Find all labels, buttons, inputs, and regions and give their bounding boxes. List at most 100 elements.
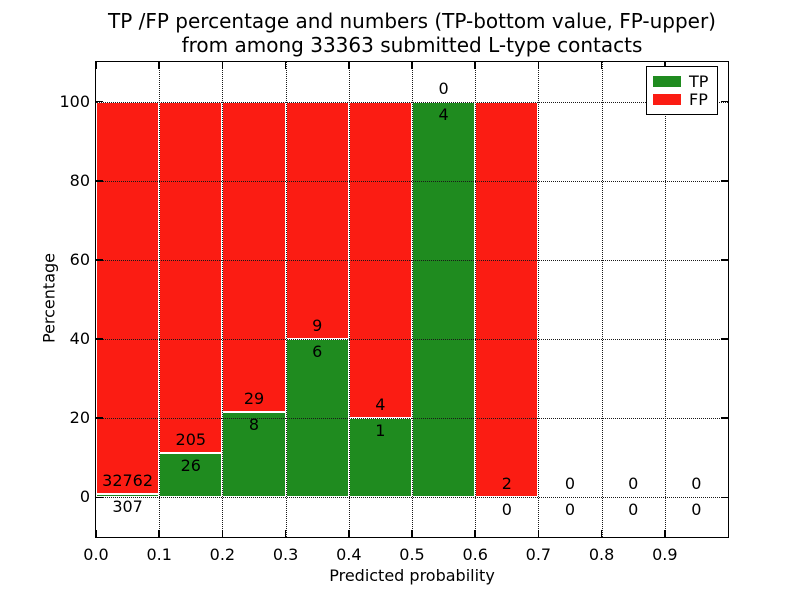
- tp-color-swatch: [653, 76, 681, 87]
- tick-mark: [721, 179, 728, 182]
- tick-mark: [96, 100, 103, 103]
- tick-mark: [721, 417, 728, 420]
- bar-count-label-tp: 0: [564, 500, 576, 520]
- x-tick-label: 0.9: [652, 545, 678, 564]
- bar-count-label-tp: 1: [375, 421, 386, 441]
- bar-segment-tp: [222, 411, 286, 498]
- tick-mark: [664, 530, 666, 537]
- bar-segment-fp: [96, 101, 160, 494]
- x-tick-label: 0.8: [588, 545, 615, 564]
- legend-label-tp: TP: [689, 72, 709, 91]
- tick-mark: [96, 417, 103, 420]
- bar-count-label-tp: 0: [628, 500, 639, 520]
- tick-mark: [721, 338, 728, 340]
- tick-mark: [158, 62, 160, 69]
- y-tick-label: 0: [79, 487, 90, 507]
- fp-color-swatch: [653, 94, 681, 105]
- x-tick-label: 0.7: [525, 545, 552, 564]
- bar-count-label-tp: 8: [248, 414, 260, 434]
- gridline: [475, 62, 477, 537]
- tick-mark: [284, 530, 287, 537]
- y-tick-label: 40: [69, 329, 90, 349]
- tick-mark: [537, 62, 540, 69]
- x-tick-label: 0.4: [336, 545, 362, 564]
- tick-mark: [348, 530, 350, 537]
- bar-count-label-fp: 205: [175, 429, 207, 449]
- gridline: [538, 62, 540, 537]
- tick-mark: [411, 62, 413, 69]
- tick-mark: [721, 100, 728, 103]
- gridline: [601, 62, 603, 537]
- bar-count-label-fp: 0: [691, 474, 702, 494]
- tick-mark: [221, 530, 224, 537]
- x-tick-label: 0.1: [146, 545, 172, 564]
- legend-label-fp: FP: [689, 90, 708, 109]
- bar-count-label-fp: 32762: [102, 470, 154, 490]
- bar-count-label-tp: 4: [438, 104, 449, 124]
- tick-mark: [537, 530, 540, 537]
- y-tick-label: 100: [59, 91, 90, 111]
- tick-mark: [95, 530, 97, 537]
- legend: TP FP: [646, 66, 718, 115]
- legend-row-fp: FP: [653, 91, 717, 108]
- bar-count-label-tp: 0: [691, 500, 702, 520]
- chart-title: TP /FP percentage and numbers (TP-bottom…: [22, 9, 800, 57]
- gridline: [285, 62, 287, 537]
- gridline: [222, 62, 224, 537]
- bar-count-label-fp: 2: [501, 474, 512, 494]
- tick-mark: [600, 530, 603, 537]
- gridline: [412, 62, 413, 537]
- tick-mark: [721, 496, 728, 499]
- tick-mark: [721, 259, 728, 261]
- bar-count-label-fp: 4: [375, 395, 386, 415]
- plot-area: 32762 307 205 26 29 8 9 6 4 1 0 4 2 0 0 0 0 0 0 0: [95, 61, 729, 538]
- tick-mark: [600, 62, 603, 69]
- tick-mark: [96, 259, 103, 261]
- tick-mark: [96, 338, 103, 340]
- tick-mark: [158, 530, 160, 537]
- bar-count-label-fp: 0: [564, 474, 576, 494]
- x-tick-label: 0.0: [83, 545, 109, 564]
- x-tick-label: 0.6: [462, 545, 488, 564]
- x-axis-label: Predicted probability: [329, 566, 495, 585]
- bar-count-label-tp: 0: [501, 500, 512, 520]
- tick-mark: [474, 530, 476, 537]
- bar-segment-fp: [159, 101, 223, 453]
- tick-mark: [221, 62, 224, 69]
- bar-segment-tp: [285, 339, 349, 498]
- y-tick-label: 20: [69, 408, 90, 428]
- tick-mark: [96, 496, 103, 499]
- bar-count-label-tp: 307: [112, 496, 143, 516]
- tick-mark: [95, 62, 97, 69]
- bar-segment-fp: [222, 101, 286, 412]
- bar-segment-tp: [159, 452, 223, 498]
- bar-count-label-fp: 29: [243, 388, 265, 408]
- legend-row-tp: TP: [653, 73, 717, 90]
- gridline: [664, 62, 666, 537]
- bar-count-label-tp: 6: [312, 342, 323, 362]
- bar-segment-tp: [96, 493, 160, 498]
- chart-title-line-2: from among 33363 submitted L-type contac…: [181, 33, 643, 57]
- x-tick-label: 0.5: [399, 545, 425, 564]
- tick-mark: [348, 62, 350, 69]
- bar-segment-fp: [475, 101, 539, 498]
- bar-count-label-tp: 26: [180, 455, 201, 475]
- y-tick-label: 60: [69, 249, 90, 269]
- bar-count-label-fp: 0: [628, 474, 639, 494]
- tick-mark: [284, 62, 287, 69]
- tick-mark: [474, 62, 476, 69]
- y-tick-label: 80: [69, 170, 90, 190]
- x-tick-label: 0.3: [272, 545, 299, 564]
- bar-count-label-fp: 0: [438, 78, 449, 98]
- bar-count-label-fp: 9: [312, 316, 323, 336]
- x-tick-label: 0.2: [209, 545, 236, 564]
- bar-segment-fp: [285, 101, 349, 340]
- tick-mark: [664, 62, 666, 69]
- tick-mark: [411, 530, 413, 537]
- gridline: [159, 62, 161, 537]
- gridline: [348, 62, 350, 537]
- chart-title-line-1: TP /FP percentage and numbers (TP-bottom…: [108, 9, 716, 33]
- bar-segment-tp: [412, 101, 476, 498]
- tick-mark: [96, 179, 103, 182]
